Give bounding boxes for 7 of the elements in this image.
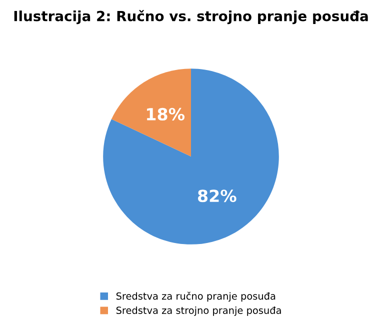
legend-label: Sredstva za strojno pranje posuđa xyxy=(116,306,281,316)
pie-slice xyxy=(111,68,191,157)
chart-title: Ilustracija 2: Ručno vs. strojno pranje posuđa xyxy=(14,10,368,24)
legend-label: Sredstva za ručno pranje posuđa xyxy=(116,292,276,302)
data-label: 82% xyxy=(198,190,236,202)
pie-slice xyxy=(103,68,279,244)
data-label: 18% xyxy=(147,108,185,121)
